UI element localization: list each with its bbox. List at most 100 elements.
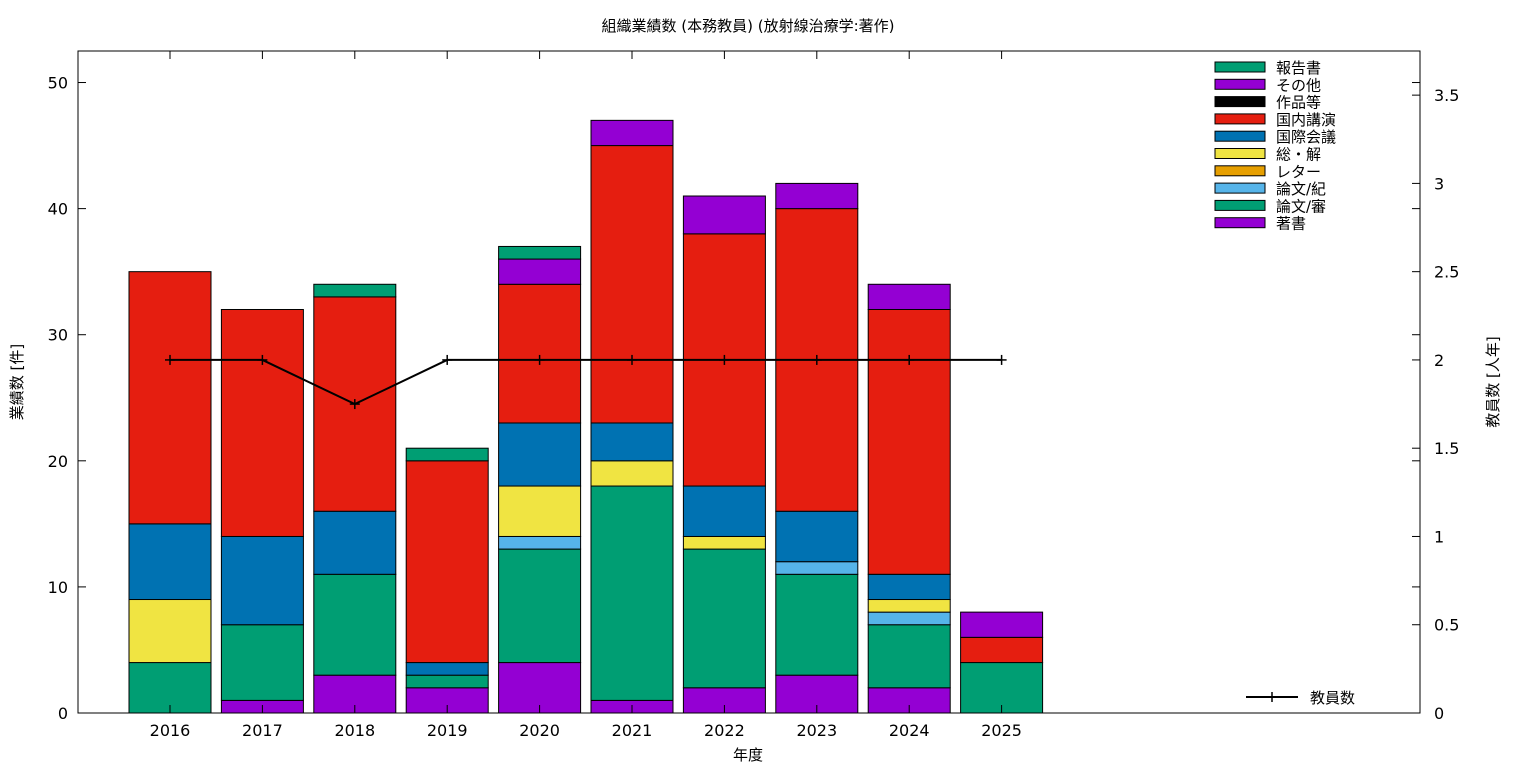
bar-segment (590, 119, 674, 147)
bar-segment (220, 535, 304, 626)
bar-segment (498, 422, 582, 487)
bar-segment (313, 573, 397, 676)
x-tick-label: 2016 (150, 721, 191, 740)
bar-segment (498, 245, 582, 260)
legend-label: 国際会議 (1276, 128, 1336, 146)
plot-frame (77, 50, 1421, 714)
bar-segment (220, 308, 304, 537)
bar-segment (313, 283, 397, 298)
legend-swatch (1214, 217, 1266, 229)
y2-axis-ticks: 0 0.5 1 1.5 2 2.5 3 3.5 (1412, 86, 1459, 723)
bar-segment (405, 674, 489, 689)
bar-segment (590, 422, 674, 462)
bar-segment (498, 283, 582, 424)
y-tick-label: 0 (58, 704, 68, 723)
bar-segment (128, 662, 212, 714)
bar-segment (775, 510, 859, 563)
legend-swatch (1214, 130, 1266, 142)
legend-swatch (1214, 199, 1266, 211)
y2-tick-label: 1.5 (1434, 439, 1459, 458)
legend-label: 著書 (1276, 215, 1306, 233)
legend-label: 論文/紀 (1276, 180, 1326, 198)
bar-segment (498, 485, 582, 537)
x-axis-ticks: 2016 2017 2018 2019 2020 2021 2022 2023 2024 2025 (150, 51, 1022, 740)
y-tick-label: 30 (48, 326, 68, 345)
line-layer (165, 354, 1007, 410)
legend-label: 教員数 (1310, 689, 1355, 707)
legend-swatch (1214, 113, 1266, 125)
line-series (170, 358, 1002, 406)
bar-segment (590, 145, 674, 424)
x-tick-label: 2024 (889, 721, 930, 740)
bar-segment (590, 460, 674, 487)
bar-segment (867, 599, 951, 613)
bar-segment (867, 611, 951, 626)
bar-segment (682, 535, 766, 550)
legend-swatch (1214, 182, 1266, 194)
bar-segment (128, 599, 212, 664)
legend-swatch (1214, 78, 1266, 90)
bar-segment (498, 258, 582, 285)
bar-segment (960, 636, 1044, 664)
bar-segment (313, 510, 397, 575)
bar-segment (128, 523, 212, 601)
y2-tick-label: 3 (1434, 174, 1444, 193)
legend-label: 論文/審 (1276, 197, 1326, 215)
bar-segment (682, 195, 766, 235)
bar-segment (867, 573, 951, 601)
y-tick-label: 10 (48, 578, 68, 597)
bar-segment (682, 485, 766, 537)
bar-segment (220, 624, 304, 701)
legend-label: 総・解 (1276, 146, 1321, 164)
y-axis-ticks: 0 10 20 30 40 50 (48, 74, 1420, 723)
legend-swatch (1214, 148, 1266, 159)
legend-label: レター (1276, 163, 1321, 181)
bar-segment (128, 271, 212, 525)
bar-segment (498, 548, 582, 664)
y2-tick-label: 1 (1434, 527, 1444, 546)
x-tick-label: 2022 (704, 721, 745, 740)
x-tick-label: 2018 (334, 721, 375, 740)
bar-segment (405, 447, 489, 462)
bar-segment (960, 611, 1044, 638)
y2-tick-label: 2.5 (1434, 263, 1459, 282)
legend-label: 報告書 (1276, 59, 1321, 77)
bar-segment (775, 573, 859, 676)
bars-layer (128, 119, 1044, 714)
y2-axis-label: 教員数 [人年] (1484, 336, 1502, 427)
legend-label: 作品等 (1276, 94, 1321, 112)
bar-segment (498, 535, 582, 550)
bar-segment (405, 662, 489, 676)
chart-title: 組織業績数 (本務教員) (放射線治療学:著作) (602, 17, 895, 35)
bar-segment (405, 460, 489, 664)
legend-swatch (1214, 165, 1266, 177)
y2-tick-label: 0 (1434, 704, 1444, 723)
y-tick-label: 40 (48, 200, 68, 219)
bar-segment (775, 182, 859, 210)
bar-segment (867, 283, 951, 310)
x-axis-label: 年度 (733, 746, 763, 764)
bar-segment (682, 548, 766, 689)
y-axis-label: 業績数 [件] (8, 344, 26, 420)
legend-swatch (1214, 96, 1266, 108)
x-tick-label: 2019 (427, 721, 468, 740)
y2-tick-label: 0.5 (1434, 616, 1459, 635)
x-tick-label: 2020 (519, 721, 560, 740)
bar-segment (775, 561, 859, 575)
legend-swatch (1214, 61, 1266, 73)
y2-tick-label: 2 (1434, 351, 1444, 370)
y-tick-label: 20 (48, 452, 68, 471)
bar-segment (590, 485, 674, 701)
x-tick-label: 2023 (796, 721, 837, 740)
x-tick-label: 2025 (981, 721, 1022, 740)
bar-segment (867, 624, 951, 689)
legend-label: その他 (1276, 76, 1321, 94)
y2-tick-label: 3.5 (1434, 86, 1459, 105)
bar-segment (960, 662, 1044, 714)
legend-label: 国内講演 (1276, 111, 1336, 129)
x-tick-label: 2017 (242, 721, 283, 740)
x-tick-label: 2021 (612, 721, 653, 740)
bar-segment (867, 308, 951, 575)
